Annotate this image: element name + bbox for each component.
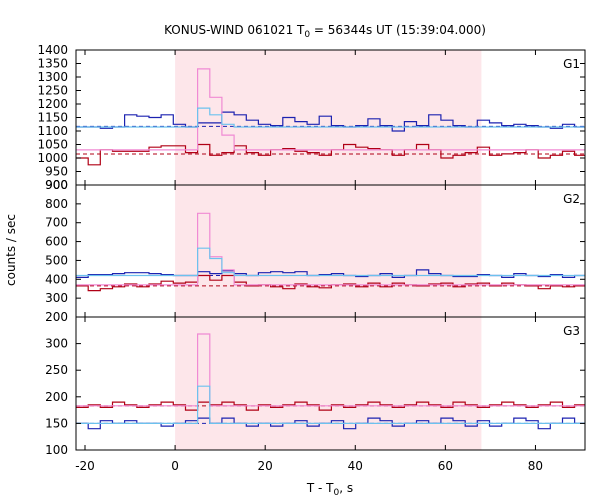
x-tick-label: -20 xyxy=(75,459,95,473)
x-tick-label: 40 xyxy=(348,459,363,473)
plot-area: 9009501000105011001150120012501300135014… xyxy=(37,43,586,473)
series-pink xyxy=(76,212,585,286)
y-tick-label: 150 xyxy=(45,416,68,430)
panel-g3: 100 150 200 250 300 G3 xyxy=(45,316,586,457)
y-tick-label: 700 xyxy=(45,216,68,230)
x-axis-label: T - T0, s xyxy=(306,481,353,498)
y-tick-label: 1300 xyxy=(37,70,68,84)
panel-g1: 9009501000105011001150120012501300135014… xyxy=(37,43,586,192)
y-tick-label: 100 xyxy=(45,443,68,457)
panel-g2: 200 300 400 500 600 700 800 900 G2 xyxy=(45,178,586,324)
y-tick-label: 800 xyxy=(45,197,68,211)
y-tick-label: 1200 xyxy=(37,97,68,111)
y-tick-label: 1350 xyxy=(37,57,68,71)
x-tick-label: 20 xyxy=(258,459,273,473)
shaded-interval xyxy=(175,50,482,185)
panel-frame xyxy=(75,316,586,451)
series-dark-blue xyxy=(76,111,585,132)
chart-title: KONUS-WIND 061021 T0 = 56344s UT (15:39:… xyxy=(164,23,486,40)
y-tick-label: 1050 xyxy=(37,138,68,152)
y-tick-label: 200 xyxy=(45,310,68,324)
series-dark-red xyxy=(76,401,585,411)
series-pink xyxy=(76,333,585,407)
series-dark-blue xyxy=(76,417,585,430)
x-tick-label: 60 xyxy=(438,459,453,473)
y-tick-label: 300 xyxy=(45,291,68,305)
y-tick-label: 1100 xyxy=(37,124,68,138)
panel-label: G3 xyxy=(563,324,580,338)
y-tick-label: 1250 xyxy=(37,84,68,98)
x-tick-label: 0 xyxy=(171,459,179,473)
y-tick-label: 200 xyxy=(45,390,68,404)
shaded-interval xyxy=(175,317,482,450)
panel-label: G1 xyxy=(563,57,580,71)
y-tick-label: 600 xyxy=(45,235,68,249)
series-light-blue xyxy=(76,247,585,277)
panel-label: G2 xyxy=(563,192,580,206)
series-pink xyxy=(76,68,585,151)
y-tick-label: 900 xyxy=(45,178,68,192)
y-tick-label: 250 xyxy=(45,363,68,377)
y-tick-label: 1150 xyxy=(37,111,68,125)
y-tick-label: 500 xyxy=(45,253,68,267)
x-tick-label: 80 xyxy=(528,459,543,473)
series-dark-blue xyxy=(76,269,585,278)
y-axis-label: counts / sec xyxy=(4,214,18,286)
y-tick-label: 1400 xyxy=(37,43,68,57)
y-tick-label: 900 xyxy=(45,178,68,192)
series-light-blue xyxy=(76,107,585,128)
series-light-blue xyxy=(76,385,585,424)
y-tick-label: 950 xyxy=(45,165,68,179)
y-tick-label: 1000 xyxy=(37,151,68,165)
shaded-interval xyxy=(175,185,482,317)
y-tick-label: 400 xyxy=(45,272,68,286)
y-tick-label: 300 xyxy=(45,337,68,351)
